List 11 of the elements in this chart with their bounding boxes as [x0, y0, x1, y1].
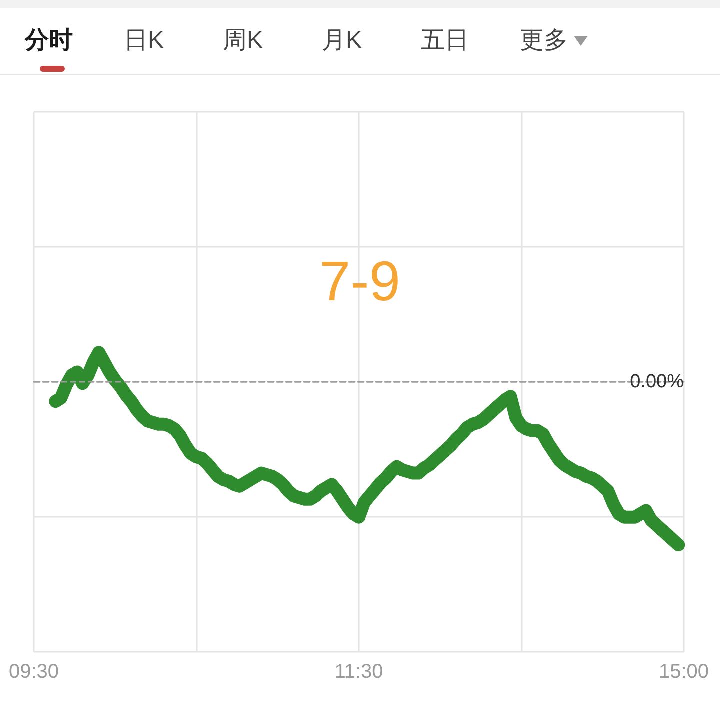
- text: 五日: [421, 26, 469, 56]
- chart-title: 7-9: [320, 250, 400, 312]
- x-tick-label: 15:00: [658, 661, 710, 683]
- x-tick-label: 09:30: [8, 661, 60, 683]
- text: 日K: [124, 26, 164, 56]
- text: 周K: [223, 26, 264, 56]
- text: 更多: [520, 26, 568, 56]
- ref-line-label: 0.00%: [630, 372, 684, 392]
- text: 分时: [25, 26, 73, 56]
- text: 月K: [322, 26, 362, 56]
- x-tick-label: 11:30: [334, 661, 384, 683]
